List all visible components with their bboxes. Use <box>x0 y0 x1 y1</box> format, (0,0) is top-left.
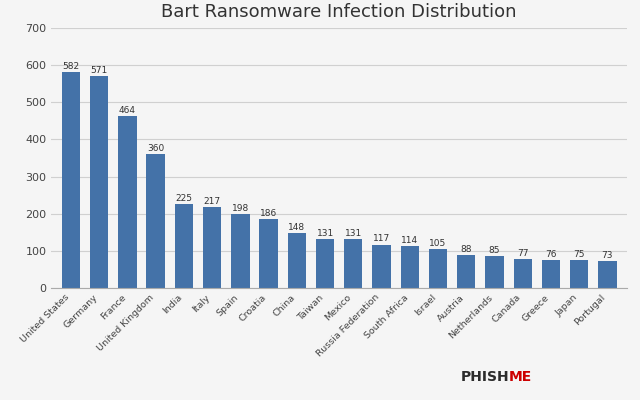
Bar <box>203 207 221 288</box>
Text: 75: 75 <box>573 250 585 259</box>
Text: 131: 131 <box>316 229 333 238</box>
Text: 217: 217 <box>204 197 221 206</box>
Bar <box>259 219 278 288</box>
Bar <box>175 204 193 288</box>
Bar <box>513 259 532 288</box>
Bar <box>485 256 504 288</box>
Bar <box>457 255 476 288</box>
Text: 186: 186 <box>260 209 277 218</box>
Bar <box>231 214 250 288</box>
Bar <box>118 116 136 288</box>
Text: 105: 105 <box>429 239 447 248</box>
Text: PHISH: PHISH <box>461 370 509 384</box>
Text: 131: 131 <box>345 229 362 238</box>
Text: ME: ME <box>509 370 532 384</box>
Text: 85: 85 <box>489 246 500 255</box>
Text: 77: 77 <box>517 249 529 258</box>
Bar <box>570 260 588 288</box>
Text: 571: 571 <box>91 66 108 75</box>
Text: 198: 198 <box>232 204 249 213</box>
Text: 148: 148 <box>288 223 305 232</box>
Bar <box>316 239 334 288</box>
Bar <box>147 154 165 288</box>
Bar <box>287 233 306 288</box>
Text: 88: 88 <box>461 245 472 254</box>
Bar <box>62 72 80 288</box>
Text: 117: 117 <box>373 234 390 244</box>
Text: 464: 464 <box>119 106 136 114</box>
Bar <box>401 246 419 288</box>
Text: 225: 225 <box>175 194 193 203</box>
Text: 76: 76 <box>545 250 557 259</box>
Title: Bart Ransomware Infection Distribution: Bart Ransomware Infection Distribution <box>161 3 517 21</box>
Bar <box>429 249 447 288</box>
Bar <box>542 260 560 288</box>
Bar <box>90 76 108 288</box>
Bar <box>598 261 616 288</box>
Text: 582: 582 <box>63 62 79 71</box>
Text: 360: 360 <box>147 144 164 153</box>
Text: 73: 73 <box>602 251 613 260</box>
Text: 114: 114 <box>401 236 419 244</box>
Bar <box>344 239 362 288</box>
Bar <box>372 244 391 288</box>
